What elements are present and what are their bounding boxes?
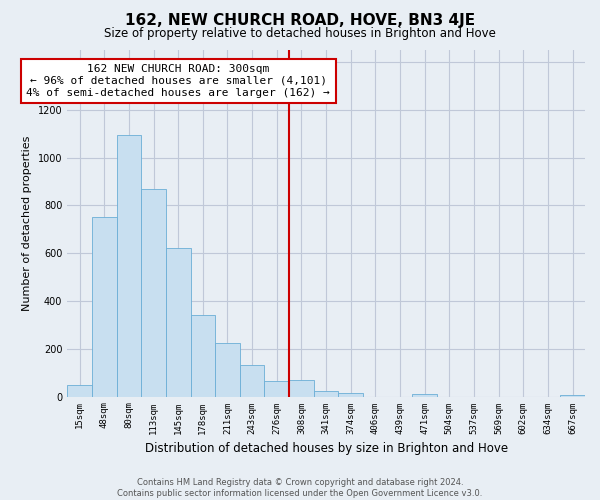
Bar <box>166 248 191 396</box>
Bar <box>412 394 437 396</box>
Bar <box>289 380 314 396</box>
Bar <box>338 393 363 396</box>
Bar <box>314 390 338 396</box>
Text: 162 NEW CHURCH ROAD: 300sqm
← 96% of detached houses are smaller (4,101)
4% of s: 162 NEW CHURCH ROAD: 300sqm ← 96% of det… <box>26 64 330 98</box>
Bar <box>191 316 215 396</box>
Bar <box>92 218 116 396</box>
Bar <box>116 135 141 396</box>
Text: 162, NEW CHURCH ROAD, HOVE, BN3 4JE: 162, NEW CHURCH ROAD, HOVE, BN3 4JE <box>125 12 475 28</box>
Bar <box>240 366 265 396</box>
Bar <box>215 343 240 396</box>
Y-axis label: Number of detached properties: Number of detached properties <box>22 136 32 311</box>
Bar <box>67 384 92 396</box>
Text: Contains HM Land Registry data © Crown copyright and database right 2024.
Contai: Contains HM Land Registry data © Crown c… <box>118 478 482 498</box>
X-axis label: Distribution of detached houses by size in Brighton and Hove: Distribution of detached houses by size … <box>145 442 508 455</box>
Bar <box>265 381 289 396</box>
Text: Size of property relative to detached houses in Brighton and Hove: Size of property relative to detached ho… <box>104 28 496 40</box>
Bar <box>141 188 166 396</box>
